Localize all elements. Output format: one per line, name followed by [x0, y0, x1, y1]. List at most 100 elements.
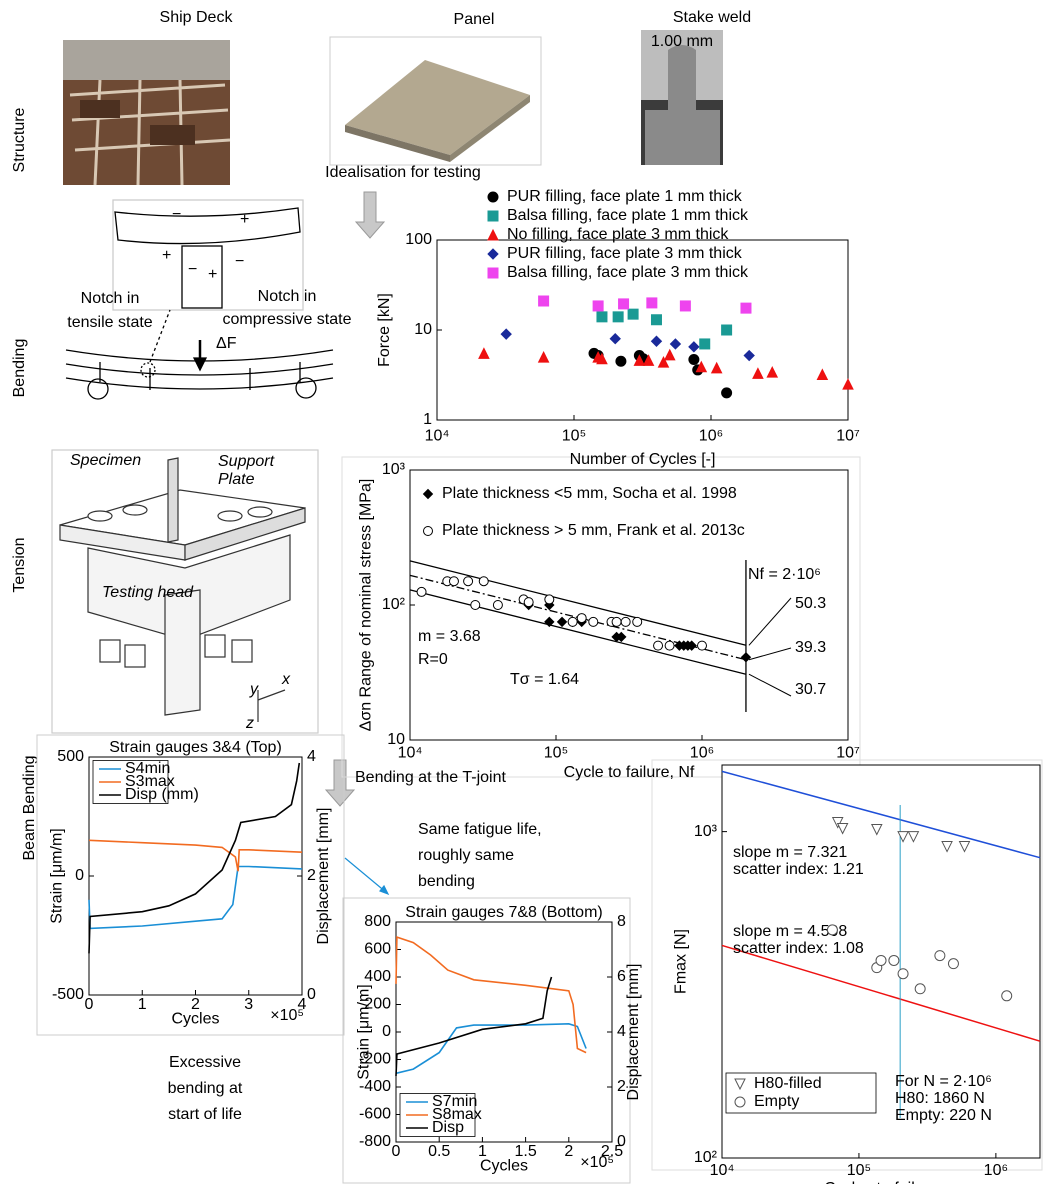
panel-photo [329, 36, 542, 166]
point [588, 616, 599, 627]
fit-line [721, 944, 1041, 1042]
legend-label: S3max [125, 773, 175, 790]
x-multiplier: ×10⁵ [580, 1154, 614, 1171]
x-tick-label: 10⁴ [710, 1162, 735, 1179]
annotation: Tσ = 1.64 [510, 671, 579, 688]
legend-label: S7min [432, 1093, 477, 1110]
force-label: ΔF [216, 335, 237, 352]
point [538, 295, 550, 307]
band-label: 39.3 [795, 639, 826, 656]
point [618, 298, 630, 310]
y-tick-label: 10³ [694, 823, 718, 840]
point [686, 640, 697, 651]
x-tick-label: 10⁶ [984, 1162, 1008, 1179]
point [664, 640, 675, 651]
y-tick-label: 400 [364, 968, 391, 985]
legend-label: Plate thickness <5 mm, Socha et al. 1998 [442, 485, 737, 502]
note: bending [418, 873, 475, 890]
band-pointer [748, 673, 792, 697]
stress-sign: + [240, 211, 249, 228]
point [688, 341, 700, 353]
point [734, 1096, 746, 1108]
point [875, 954, 887, 966]
point [487, 248, 499, 260]
tension-diagram [51, 449, 319, 734]
point [752, 367, 764, 379]
bending-diagram [65, 199, 334, 400]
point [487, 210, 499, 222]
note: roughly same [418, 847, 514, 864]
y-tick-label: 0 [382, 1023, 391, 1040]
x-axis-label: Number of Cycles [-] [570, 451, 716, 468]
point [743, 349, 755, 362]
point [934, 950, 946, 962]
x-tick-label: 1 [138, 996, 147, 1013]
x-tick-label: 0.5 [428, 1143, 450, 1160]
y-tick-label: 10 [387, 731, 405, 748]
y2-axis-label: Displacement [mm] [315, 808, 332, 945]
y-tick-label: -600 [359, 1106, 391, 1123]
point [842, 378, 854, 390]
point [897, 831, 909, 843]
x-tick-label: 0 [392, 1143, 401, 1160]
x-tick-label: 1.5 [514, 1143, 536, 1160]
x-tick-label: 0 [85, 996, 94, 1013]
point [596, 311, 608, 323]
legend-label: No filling, face plate 3 mm thick [507, 226, 729, 243]
point [537, 350, 550, 363]
legend-label: PUR filling, face plate 3 mm thick [507, 245, 743, 262]
axis-letter: y [249, 681, 259, 698]
y-tick-label: 10² [694, 1149, 718, 1166]
legend-label: Balsa filling, face plate 1 mm thick [507, 207, 749, 224]
point [740, 302, 752, 314]
note: Excessive [169, 1054, 241, 1071]
legend-box [725, 1072, 877, 1114]
fit-line [721, 770, 1041, 859]
x-tick-label: 2.5 [601, 1143, 623, 1160]
point [907, 831, 920, 843]
point [615, 355, 627, 367]
band-line [409, 589, 747, 675]
annotation: m = 3.68 [418, 628, 481, 645]
y-axis-label: Strain [μm/m] [355, 984, 372, 1079]
legend-label: Disp (mm) [125, 786, 199, 803]
point [611, 616, 622, 627]
series-line [88, 762, 301, 954]
point [478, 576, 489, 587]
point [487, 267, 499, 279]
point [592, 300, 604, 312]
y-axis-label: Δσn Range of nominal stress [MPa] [358, 479, 375, 732]
y-tick-label: 600 [364, 941, 391, 958]
point [1001, 990, 1013, 1002]
row-label: Bending [11, 339, 28, 398]
y-tick-label: 10³ [382, 461, 406, 478]
y-tick-label: 10 [414, 321, 432, 338]
point [766, 366, 779, 378]
x-axis-label: Cycle to failure, Nf [564, 764, 695, 781]
x-axis-label: Cycles [480, 1157, 528, 1174]
y-tick-label: 10² [382, 596, 406, 613]
photo-title: Stake weld [673, 9, 751, 26]
y2-tick-label: 6 [617, 968, 626, 985]
x-tick-label: 10⁵ [544, 745, 568, 762]
x-axis-label: Cycles to failure [824, 1180, 938, 1184]
x-tick-label: 3 [244, 996, 253, 1013]
y2-axis-label: Displacement [mm] [625, 964, 642, 1101]
note: start of life [168, 1106, 242, 1123]
point [721, 324, 733, 336]
point [646, 297, 658, 309]
scale-bar-label: 1.00 mm [651, 33, 713, 50]
notch-label: Notch in [81, 290, 140, 307]
y-tick-label: -200 [359, 1051, 391, 1068]
band-label: 50.3 [795, 595, 826, 612]
point [697, 640, 707, 651]
legend-label: Plate thickness > 5 mm, Frank et al. 201… [442, 522, 745, 539]
annotation: scatter index: 1.08 [733, 940, 864, 957]
axis-letter: x [281, 671, 291, 688]
x-tick-label: 10⁵ [562, 427, 586, 444]
point [831, 817, 844, 829]
point [612, 311, 624, 323]
y2-tick-label: 4 [307, 748, 316, 765]
point [416, 586, 427, 597]
